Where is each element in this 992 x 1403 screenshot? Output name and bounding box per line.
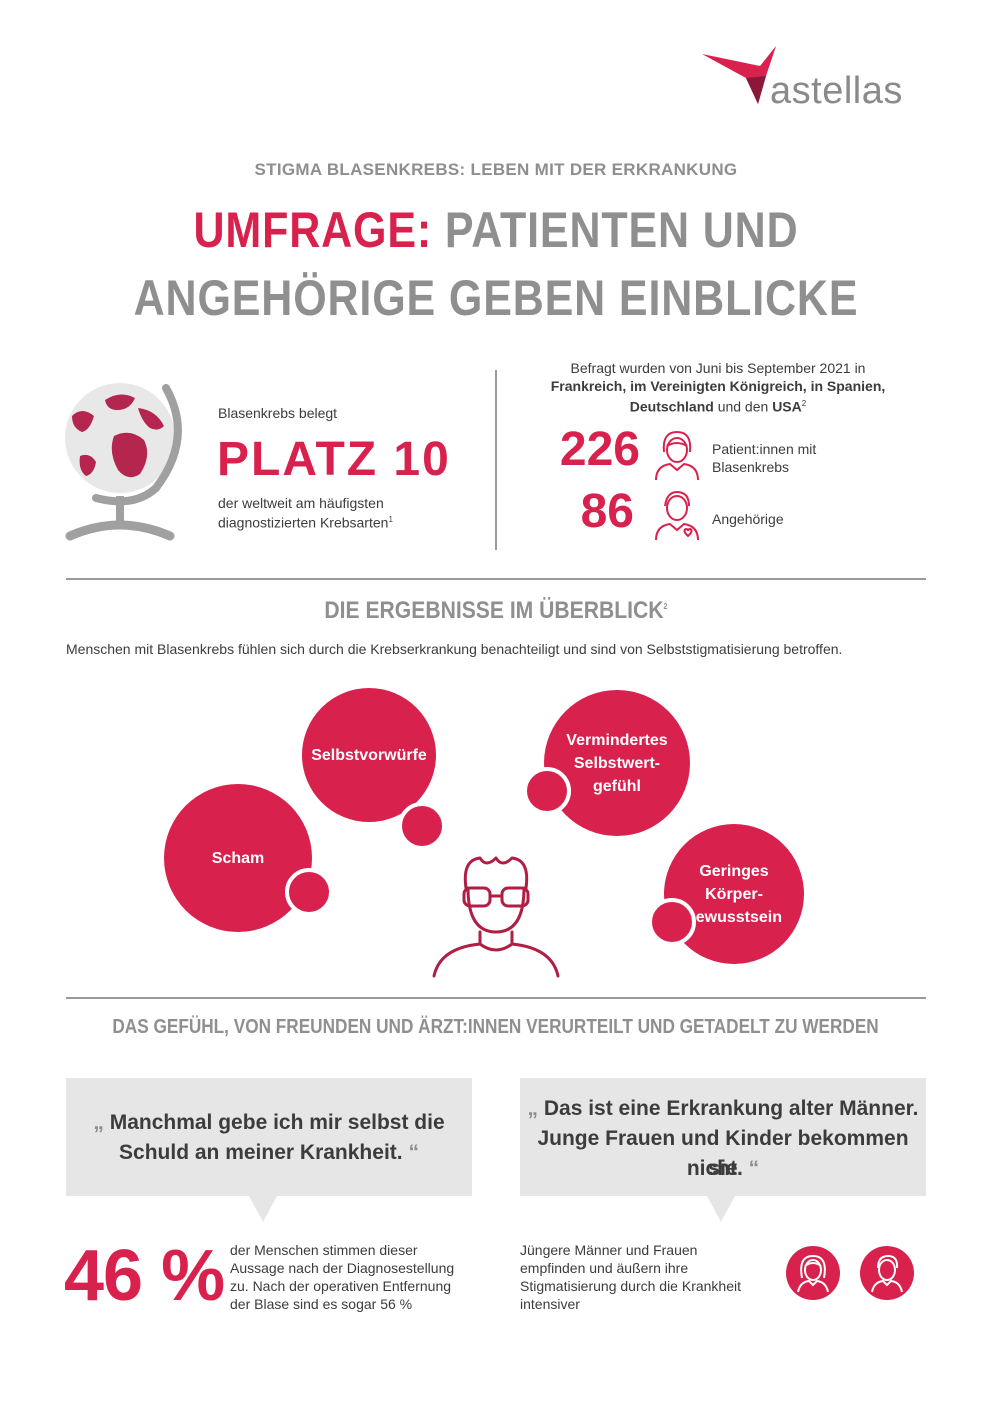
quote-box-2-pointer: [707, 1196, 735, 1222]
rank-footnote: 1: [388, 515, 393, 524]
survey-country-usa: USA: [772, 398, 802, 415]
results-intro: Menschen mit Blasenkrebs fühlen sich dur…: [66, 641, 843, 657]
quote2-line1: „ Das ist eine Erkrankung alter Männer.: [520, 1094, 926, 1124]
young-man-badge: [860, 1246, 914, 1300]
survey-line2: Frankreich, im Vereinigten Königreich, i…: [550, 378, 886, 394]
quote1-line2-text: Schuld an meiner Krankheit.: [119, 1141, 403, 1164]
quote2-line1-text: Das ist eine Erkrankung alter Männer.: [543, 1097, 919, 1120]
bubble-scham-label: Scham: [211, 849, 265, 867]
page-title-line2: ANGEHÖRIGE GEBEN EINBLICKE: [133, 270, 859, 326]
stat-line2: Aussage nach der Diagnosestellung: [230, 1260, 455, 1276]
astellas-logo-text: astellas: [770, 70, 903, 112]
rank-intro: Blasenkrebs belegt: [218, 405, 338, 421]
patient-woman-icon: [655, 430, 699, 481]
quote1-close-mark: “: [408, 1141, 419, 1164]
vertical-divider: [495, 370, 497, 550]
rank-desc-text: diagnostizierten Krebsarten: [218, 514, 389, 531]
patients-label-1: Patient:innen mit: [712, 441, 817, 457]
young-line2: empfinden und äußern ihre: [520, 1260, 689, 1276]
quote2-line3-text: nicht.: [686, 1157, 743, 1180]
section-divider-2: [66, 997, 926, 999]
stat-line3: zu. Nach der operativen Entfernung: [230, 1278, 452, 1294]
quote2-line2: Junge Frauen und Kinder bekommen sie: [537, 1127, 909, 1180]
results-footnote: 2: [663, 602, 668, 611]
quote-box-1: [66, 1078, 472, 1196]
stat-value: 46 %: [64, 1236, 225, 1316]
quote1-open-mark: „: [93, 1111, 104, 1134]
bubble-koerper-line2: Körper-: [705, 885, 763, 903]
quote1-line2: Schuld an meiner Krankheit. “: [66, 1138, 472, 1168]
title-highlight: UMFRAGE:: [193, 202, 433, 258]
title-line1-rest: PATIENTEN UND: [444, 202, 799, 258]
quote2-close-mark: “: [748, 1157, 760, 1180]
relative-heart-icon: [655, 490, 699, 541]
rank-value: PLATZ 10: [217, 433, 451, 486]
bubble-koerper-line3: bewusstsein: [685, 908, 783, 926]
bubble-selbstwert-small: [523, 767, 571, 815]
survey-line1: Befragt wurden von Juni bis September 20…: [570, 360, 866, 376]
survey-and: und den: [717, 398, 769, 415]
bubble-selbstwert: Vermindertes Selbstwert- gefühl: [544, 690, 690, 836]
quote2-line3: nicht. “: [520, 1154, 926, 1184]
quote-box-2: [520, 1078, 926, 1196]
results-heading-text: DIE ERGEBNISSE IM ÜBERBLICK: [324, 597, 664, 624]
bubble-selbstvorwuerfe: Selbstvorwürfe: [302, 688, 436, 822]
bubble-selbstwert-line2: Selbstwert-: [573, 754, 661, 772]
bubble-selbstwert-line1: Vermindertes: [566, 731, 668, 749]
relatives-label: Angehörige: [712, 511, 784, 527]
bubble-scham: Scham: [164, 784, 312, 932]
young-line1: Jüngere Männer und Frauen: [520, 1242, 698, 1258]
bubble-scham-small: [285, 868, 333, 916]
results-heading: DIE ERGEBNISSE IM ÜBERBLICK2: [0, 597, 992, 625]
rank-desc-line2: diagnostizierten Krebsarten1: [218, 511, 393, 532]
patients-count: 226: [559, 423, 640, 476]
stat-line1: der Menschen stimmen dieser: [230, 1242, 418, 1258]
survey-footnote: 2: [801, 399, 807, 408]
bubble-koerper-line1: Geringes: [699, 862, 769, 880]
young-line4: intensiver: [520, 1296, 580, 1312]
quote-box-1-pointer: [249, 1196, 277, 1222]
judged-heading: DAS GEFÜHL, VON FREUNDEN UND ÄRZT:INNEN …: [0, 1016, 992, 1039]
young-woman-badge: [786, 1246, 840, 1300]
patients-label-2: Blasenkrebs: [712, 459, 790, 475]
relatives-count: 86: [580, 485, 634, 538]
page-kicker: STIGMA BLASENKREBS: LEBEN MIT DER ERKRAN…: [254, 160, 738, 179]
young-man-icon: [871, 1254, 903, 1293]
young-woman-icon: [797, 1254, 829, 1293]
survey-line3: Deutschland und den USA2: [510, 395, 926, 416]
bubble-selbstvorwuerfe-small: [398, 802, 446, 850]
man-glasses-icon: [432, 856, 560, 978]
page-title-line1: UMFRAGE: PATIENTEN UND: [69, 200, 922, 260]
bubble-koerper: Geringes Körper- bewusstsein: [664, 824, 804, 964]
stat-line4: der Blase sind es sogar 56 %: [230, 1296, 413, 1312]
bubble-selbstwert-line3: gefühl: [593, 777, 641, 795]
quote1-line1-text: Manchmal gebe ich mir selbst die: [109, 1111, 445, 1134]
astellas-star-icon: [702, 46, 776, 104]
bubble-selbstvorwuerfe-label: Selbstvorwürfe: [311, 746, 427, 764]
survey-country-de: Deutschland: [629, 398, 714, 415]
globe-icon: [65, 383, 182, 541]
bubble-koerper-small: [648, 898, 696, 946]
quote1-line1: „ Manchmal gebe ich mir selbst die: [66, 1108, 472, 1138]
judged-heading-text: DAS GEFÜHL, VON FREUNDEN UND ÄRZT:INNEN …: [112, 1016, 880, 1038]
quote2-open-mark: „: [527, 1097, 539, 1120]
rank-desc-line1: der weltweit am häufigsten: [218, 495, 384, 511]
young-line3: Stigmatisierung durch die Krankheit: [520, 1278, 742, 1294]
section-divider-1: [66, 578, 926, 580]
